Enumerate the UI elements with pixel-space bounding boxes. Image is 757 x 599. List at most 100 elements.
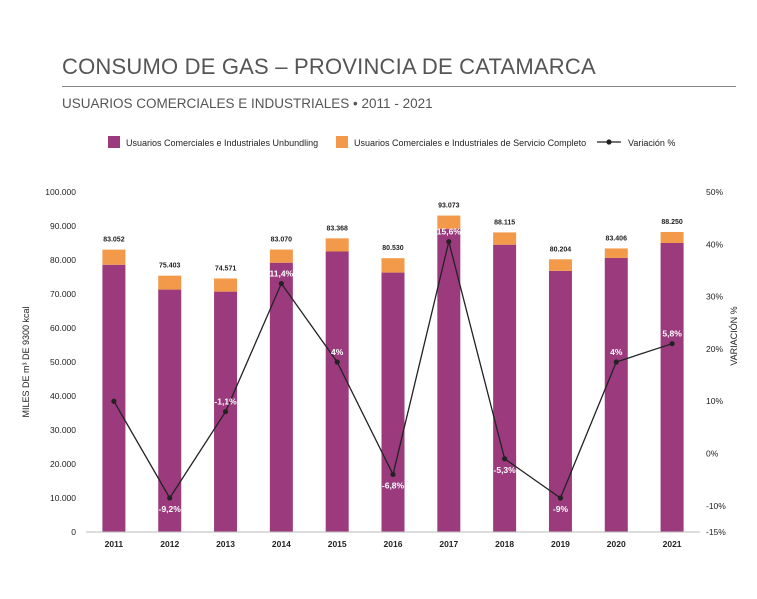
x-tick-label: 2019 bbox=[551, 539, 570, 549]
variation-label: 4% bbox=[610, 347, 623, 357]
x-tick-label: 2014 bbox=[272, 539, 291, 549]
y2-tick-label: 0% bbox=[706, 449, 719, 459]
y2-tick-label: 40% bbox=[706, 239, 723, 249]
total-label: 83.368 bbox=[326, 225, 348, 232]
bar-servicio-completo bbox=[437, 215, 461, 229]
x-tick-label: 2017 bbox=[439, 539, 458, 549]
total-label: 83.070 bbox=[271, 237, 293, 244]
total-label: 80.530 bbox=[382, 245, 404, 252]
variation-point bbox=[390, 471, 396, 478]
bar-servicio-completo bbox=[102, 249, 126, 265]
total-label: 88.250 bbox=[661, 219, 683, 226]
x-tick-label: 2018 bbox=[495, 539, 514, 549]
bar-unbundling bbox=[660, 243, 684, 532]
x-tick-label: 2012 bbox=[160, 539, 179, 549]
y-tick-label: 50.000 bbox=[50, 357, 76, 367]
y-axis-ticks: 0 10.000 20.000 30.000 40.000 50.000 60.000 70.… bbox=[45, 187, 76, 537]
bar-unbundling bbox=[493, 244, 517, 532]
y-tick-label: 80.000 bbox=[50, 255, 76, 265]
variation-label: -1,1% bbox=[214, 397, 237, 407]
x-tick-label: 2011 bbox=[105, 539, 124, 549]
y-tick-label: 10.000 bbox=[50, 493, 76, 503]
variation-label: 5,8% bbox=[662, 329, 682, 339]
variation-point bbox=[278, 280, 284, 287]
y2-tick-label: 30% bbox=[706, 292, 723, 302]
y-tick-label: 90.000 bbox=[50, 221, 76, 231]
bar-unbundling bbox=[158, 289, 182, 532]
legend-label-unbundling: Usuarios Comerciales e Industriales Unbu… bbox=[126, 138, 318, 148]
legend: Usuarios Comerciales e Industriales Unbu… bbox=[108, 136, 675, 148]
y-tick-label: 0 bbox=[71, 527, 76, 537]
chart-subtitle: USUARIOS COMERCIALES E INDUSTRIALES • 20… bbox=[62, 96, 433, 111]
bar-servicio-completo bbox=[325, 238, 349, 252]
bar-servicio-completo bbox=[269, 249, 293, 263]
variation-point bbox=[669, 341, 675, 347]
bar-servicio-completo bbox=[158, 275, 182, 290]
variation-label: 4% bbox=[331, 347, 344, 357]
y2-tick-label: 20% bbox=[706, 344, 723, 354]
chart-title: CONSUMO DE GAS – PROVINCIA DE CATAMARCA bbox=[62, 54, 596, 79]
variation-label: -9% bbox=[553, 504, 569, 514]
variation-label: -6,8% bbox=[382, 480, 405, 490]
bars bbox=[102, 215, 684, 532]
bar-unbundling bbox=[381, 272, 405, 532]
variation-point bbox=[557, 495, 564, 501]
y-axis-title: MILES DE m³ DE 9300 kcal bbox=[21, 306, 31, 417]
bar-unbundling bbox=[437, 228, 461, 532]
variation-label: 15,6% bbox=[437, 227, 462, 237]
bar-servicio-completo bbox=[381, 258, 405, 273]
y2-axis-ticks: -15% -10% 0% 10% 20% 30% 40% 50% bbox=[706, 187, 726, 537]
y-tick-label: 20.000 bbox=[50, 459, 76, 469]
y2-tick-label: 10% bbox=[706, 396, 723, 406]
total-label: 93.073 bbox=[438, 203, 460, 210]
variation-point bbox=[222, 409, 229, 415]
bar-unbundling bbox=[548, 270, 572, 532]
variation-point bbox=[502, 456, 508, 462]
x-tick-label: 2015 bbox=[328, 539, 347, 549]
y2-tick-label: -10% bbox=[706, 501, 726, 511]
legend-label-servicio-completo: Usuarios Comerciales e Industriales de S… bbox=[354, 138, 586, 148]
variation-label: 11,4% bbox=[270, 269, 294, 279]
variation-point bbox=[167, 495, 173, 501]
total-label: 74.571 bbox=[215, 265, 237, 272]
total-label: 75.403 bbox=[159, 263, 181, 270]
variation-label: -5,3% bbox=[494, 465, 517, 475]
y-tick-label: 30.000 bbox=[50, 425, 76, 435]
legend-swatch-unbundling bbox=[108, 136, 120, 148]
variation-point bbox=[613, 359, 619, 365]
y2-axis-title: VARIACIÓN % bbox=[729, 306, 739, 365]
y-tick-label: 100.000 bbox=[45, 187, 76, 197]
total-label: 83.052 bbox=[103, 237, 125, 244]
bar-unbundling bbox=[604, 257, 628, 532]
bar-servicio-completo bbox=[493, 232, 517, 245]
bar-servicio-completo bbox=[548, 259, 572, 271]
legend-swatch-servicio-completo bbox=[336, 136, 348, 148]
x-tick-label: 2016 bbox=[384, 539, 403, 549]
total-label: 80.204 bbox=[550, 246, 572, 253]
data-labels: 83.052 75.403 74.571 83.070 83.368 80.530 93.0… bbox=[103, 203, 683, 514]
bar-servicio-completo bbox=[214, 278, 238, 292]
x-tick-label: 2021 bbox=[663, 539, 682, 549]
y-tick-label: 60.000 bbox=[50, 323, 76, 333]
title-divider bbox=[62, 86, 736, 87]
x-tick-label: 2020 bbox=[607, 539, 626, 549]
bar-servicio-completo bbox=[660, 231, 684, 243]
legend-marker-variacion bbox=[606, 139, 612, 145]
total-label: 88.115 bbox=[494, 219, 515, 226]
x-tick-label: 2013 bbox=[216, 539, 235, 549]
y2-tick-label: -15% bbox=[706, 527, 726, 537]
bar-unbundling bbox=[102, 264, 126, 532]
bar-unbundling bbox=[325, 251, 349, 532]
legend-label-variacion: Variación % bbox=[628, 138, 675, 148]
bar-servicio-completo bbox=[604, 248, 628, 258]
variation-point bbox=[334, 359, 340, 365]
bar-unbundling bbox=[269, 262, 293, 532]
variation-point bbox=[446, 239, 452, 245]
y2-tick-label: 50% bbox=[706, 187, 723, 197]
y-tick-label: 70.000 bbox=[50, 289, 76, 299]
x-axis-ticks: 2011 2012 2013 2014 2015 2016 2017 2018 2019 2020… bbox=[86, 531, 700, 549]
variation-label: -9,2% bbox=[159, 504, 182, 514]
y-tick-label: 40.000 bbox=[50, 391, 76, 401]
